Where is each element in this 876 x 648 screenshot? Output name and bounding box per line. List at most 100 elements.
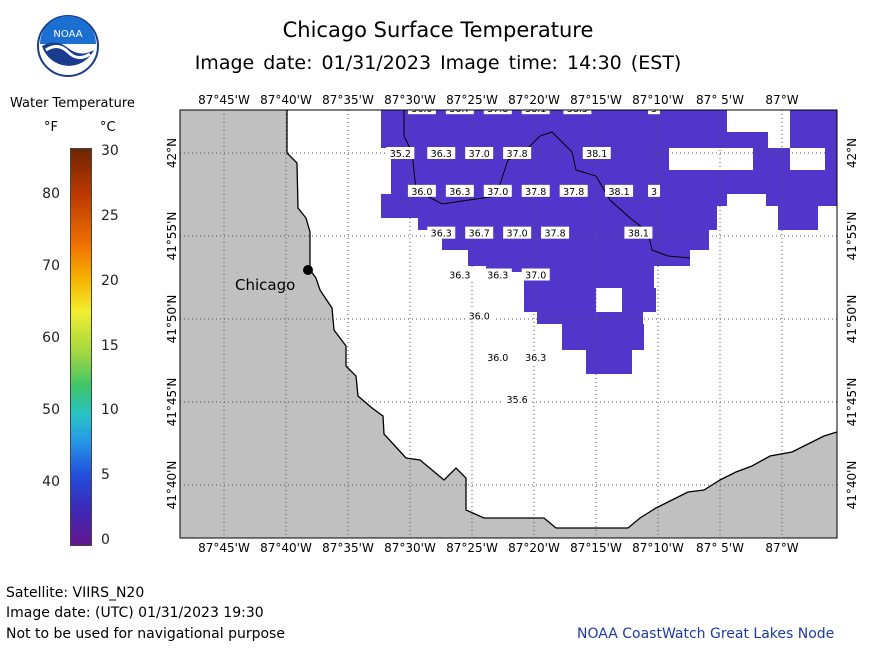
temperature-label-box: [465, 226, 494, 239]
temperature-colorbar: [70, 148, 92, 546]
temperature-label: 35.2: [386, 147, 415, 160]
longitude-label: 87°10'W: [632, 93, 684, 107]
temperature-label: 37.8: [559, 184, 588, 198]
latitude-label: 41°45'N: [845, 378, 859, 427]
latitude-label: 41°50'N: [165, 295, 179, 344]
temperature-label-box: [503, 147, 532, 159]
temperature-label-box: [407, 184, 436, 197]
longitude-label: 87°15'W: [570, 93, 622, 107]
temperature-value: 3: [651, 187, 657, 198]
temperature-value: 36.0: [411, 187, 432, 198]
temperature-value: 36.3: [449, 187, 470, 198]
temperature-value: 36.0: [469, 311, 490, 322]
temperature-value: 36.7: [449, 104, 470, 115]
latitude-label: 41°40'N: [165, 461, 179, 510]
credit-link[interactable]: NOAA CoastWatch Great Lakes Node: [577, 626, 835, 642]
temperature-label: 3: [648, 184, 661, 198]
temperature-label: 36.3: [445, 268, 474, 282]
temperature-value: 36.7: [469, 229, 490, 240]
temperature-label-box: [563, 110, 592, 115]
latitude-label: 41°45'N: [165, 378, 179, 427]
temperature-label-box: [465, 147, 494, 159]
temperature-label: 36.0: [407, 110, 436, 115]
temperature-label: 37.0: [483, 184, 512, 198]
temperature-label-box: [503, 393, 532, 406]
temperature-label: 36.3: [521, 351, 550, 364]
temperature-label: 37.8: [503, 147, 532, 160]
celsius-tick: 10: [101, 402, 119, 419]
celsius-tick: 0: [101, 532, 110, 548]
longitude-label: 87°20'W: [508, 541, 560, 555]
sst-cells: [381, 110, 837, 374]
shoreline: [286, 110, 837, 529]
longitude-label: 87°40'W: [260, 93, 312, 107]
temperature-label-box: [521, 268, 550, 281]
latitude-label: 42°N: [845, 138, 859, 168]
temperature-label: 38.1: [521, 104, 550, 115]
latitude-label: 41°40'N: [845, 461, 859, 510]
temperature-value: 37.0: [469, 149, 490, 160]
temperature-value: 37.0: [507, 229, 528, 240]
temperature-value: 37.8: [563, 187, 584, 198]
celsius-tick: 20: [101, 272, 119, 289]
temperature-label-box: [483, 351, 512, 364]
temperature-value: 35.6: [507, 395, 528, 406]
longitude-label: 87°30'W: [384, 93, 436, 107]
utc-image-date: Image date: (UTC) 01/31/2023 19:30: [6, 605, 264, 621]
temperature-value: 36.3: [431, 229, 452, 240]
legend-unit-fahrenheit: °F: [44, 120, 58, 135]
longitude-label: 87° 5'W: [696, 93, 744, 107]
temperature-label: 37.8: [483, 110, 512, 115]
temperature-value: 36.3: [449, 271, 470, 282]
temperature-labels: 36.0 36.7 37.8 38.1 38.5 3 35.2 36.3 37.0 37.8 38.…: [386, 104, 661, 406]
fahrenheit-tick: 40: [42, 474, 60, 491]
temperature-label-box: [427, 147, 456, 159]
longitude-labels-bottom: 87°45'W 87°40'W 87°35'W 87°30'W 87°25'W 87°20…: [198, 541, 799, 555]
temperature-label-box: [582, 147, 611, 159]
temperature-value: 35.2: [390, 149, 411, 160]
temperature-value: 37.8: [507, 149, 528, 160]
temperature-label: 36.0: [465, 309, 494, 322]
noaa-logo-text: NOAA: [53, 29, 82, 40]
temperature-label: 36.3: [427, 147, 456, 160]
longitude-label: 87°W: [765, 93, 798, 107]
temperature-label: 36.3: [445, 184, 474, 198]
temperature-label: 38.5: [563, 104, 592, 115]
longitude-label: 87°30'W: [384, 541, 436, 555]
satellite-info: Satellite: VIIRS_N20: [6, 585, 145, 601]
longitude-label: 87°25'W: [446, 541, 498, 555]
temperature-label: 37.8: [521, 184, 550, 198]
temperature-value: 38.1: [525, 104, 546, 115]
temperature-label: 38.1: [605, 184, 634, 198]
fahrenheit-tick: 70: [42, 258, 60, 275]
longitude-label: 87°10'W: [632, 541, 684, 555]
temperature-label-box: [445, 110, 474, 115]
fahrenheit-tick: 80: [42, 186, 60, 203]
temperature-label-box: [521, 110, 550, 115]
temperature-value: 36.3: [525, 353, 546, 364]
temperature-value: 38.5: [567, 104, 588, 115]
temperature-value: 37.0: [487, 187, 508, 198]
temperature-label-box: [559, 184, 588, 197]
longitude-label: 87°20'W: [508, 93, 560, 107]
temperature-label-box: [445, 184, 474, 197]
map-subtitle: Image date: 01/31/2023 Image time: 14:30…: [194, 52, 682, 74]
fahrenheit-tick: 50: [42, 402, 60, 419]
legend-unit-celsius: °C: [100, 120, 116, 135]
temperature-label-box: [407, 110, 436, 115]
temperature-label-box: [445, 268, 474, 281]
celsius-tick: 15: [101, 337, 119, 354]
temperature-label: 3: [648, 110, 661, 115]
longitude-label: 87°W: [765, 541, 798, 555]
fahrenheit-tick: 60: [42, 330, 60, 347]
temperature-label-box: [427, 226, 456, 239]
latitude-labels-left: 42°N 41°55'N 41°50'N 41°45'N 41°40'N: [165, 138, 179, 510]
temperature-value: 38.1: [628, 229, 649, 240]
temperature-label: 36.3: [427, 226, 456, 240]
latitude-label: 41°50'N: [845, 295, 859, 344]
longitude-label: 87° 5'W: [696, 541, 744, 555]
temperature-label-box: [624, 226, 653, 239]
temperature-label: 36.0: [483, 351, 512, 364]
longitude-label: 87°40'W: [260, 541, 312, 555]
celsius-tick: 25: [101, 207, 119, 224]
